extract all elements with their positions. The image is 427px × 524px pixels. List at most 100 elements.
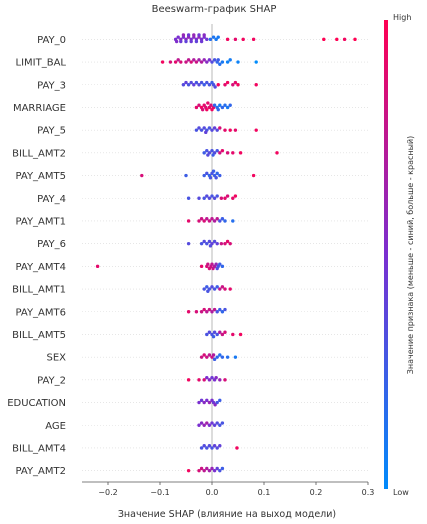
- shap-point: [207, 307, 212, 312]
- shap-point: [254, 83, 258, 87]
- shap-point: [223, 128, 227, 132]
- shap-point: [208, 244, 213, 248]
- shap-point: [342, 37, 347, 42]
- shap-point: [199, 310, 204, 314]
- shap-point: [215, 446, 219, 450]
- shap-point: [225, 355, 230, 359]
- shap-point: [212, 444, 217, 448]
- shap-point: [209, 103, 213, 107]
- shap-point: [179, 39, 183, 44]
- shap-point: [210, 421, 214, 425]
- shap-point: [225, 37, 230, 42]
- feature-label: PAY_AMT6: [15, 307, 66, 318]
- shap-point: [220, 310, 225, 314]
- shap-point: [235, 446, 239, 450]
- shap-point: [233, 355, 238, 359]
- shap-point: [215, 148, 219, 153]
- shap-point: [202, 400, 206, 405]
- shap-point: [179, 60, 183, 64]
- shap-point: [202, 151, 206, 155]
- shap-point: [194, 128, 199, 132]
- shap-point: [202, 196, 206, 200]
- shap-point: [238, 151, 243, 155]
- shap-point: [199, 355, 204, 359]
- shap-point: [210, 285, 214, 289]
- shap-point: [199, 80, 204, 85]
- colorbar-low-label: Low: [393, 488, 409, 497]
- shap-point: [205, 466, 209, 471]
- colorbar-high-label: High: [393, 13, 411, 22]
- shap-point: [207, 330, 212, 334]
- shap-point: [207, 400, 212, 405]
- shap-point: [218, 330, 222, 334]
- shap-point: [197, 400, 201, 405]
- shap-point: [216, 58, 220, 62]
- shap-point: [184, 39, 188, 44]
- shap-point: [212, 196, 217, 200]
- feature-label: PAY_4: [37, 194, 66, 205]
- shap-point: [218, 398, 222, 403]
- shap-point: [184, 80, 188, 85]
- feature-label: PAY_2: [37, 375, 66, 386]
- shap-point: [225, 105, 230, 110]
- shap-point: [205, 148, 209, 153]
- feature-label: PAY_AMT4: [15, 262, 66, 273]
- shap-point: [228, 128, 232, 132]
- shap-point: [215, 421, 219, 425]
- shap-point: [202, 353, 206, 357]
- shap-point: [220, 285, 225, 289]
- shap-point: [207, 83, 212, 87]
- shap-point: [219, 196, 224, 200]
- x-tick-label: −0.1: [150, 488, 169, 497]
- x-tick-label: 0.3: [362, 488, 375, 497]
- shap-point: [214, 375, 218, 380]
- shap-point: [211, 153, 215, 157]
- shap-point: [220, 332, 225, 337]
- shap-point: [189, 60, 193, 64]
- shap-point: [218, 468, 222, 473]
- shap-point: [228, 103, 232, 107]
- shap-point: [192, 33, 196, 37]
- shap-point: [199, 39, 204, 44]
- shap-point: [184, 60, 188, 64]
- shap-point: [207, 239, 212, 244]
- shap-point: [207, 126, 212, 130]
- shap-point: [208, 37, 213, 42]
- shap-point: [251, 37, 256, 42]
- shap-point: [216, 107, 220, 112]
- shap-point: [199, 398, 204, 403]
- shap-point: [225, 239, 230, 244]
- shap-point: [211, 169, 216, 173]
- shap-point: [205, 241, 209, 246]
- shap-point: [215, 285, 219, 289]
- shap-point: [212, 58, 217, 62]
- shap-point: [174, 39, 179, 44]
- shap-point: [231, 151, 235, 155]
- shap-point: [220, 60, 225, 64]
- shap-point: [223, 330, 227, 334]
- shap-point: [199, 421, 204, 425]
- feature-label: PAY_6: [37, 239, 66, 250]
- shap-point: [199, 128, 204, 132]
- shap-point: [210, 375, 214, 380]
- shap-point: [205, 398, 209, 403]
- x-axis-label: Значение SHAP (влияние на выход модели): [118, 509, 336, 520]
- feature-label: SEX: [46, 353, 66, 364]
- shap-point: [214, 176, 218, 180]
- shap-point: [210, 262, 214, 266]
- shap-point: [212, 126, 217, 130]
- shap-point: [322, 37, 326, 42]
- shap-point: [212, 239, 217, 244]
- colorbar: [384, 20, 388, 489]
- shap-point: [205, 217, 209, 221]
- shap-point: [194, 80, 199, 85]
- shap-point: [186, 83, 191, 87]
- shap-point: [205, 310, 209, 314]
- shap-point: [218, 62, 222, 66]
- shap-point: [231, 83, 235, 87]
- shap-point: [218, 151, 222, 155]
- shap-point: [197, 83, 201, 87]
- chart-title: Beeswarm-график SHAP: [152, 4, 277, 15]
- shap-point: [207, 196, 212, 200]
- shap-point: [218, 173, 222, 178]
